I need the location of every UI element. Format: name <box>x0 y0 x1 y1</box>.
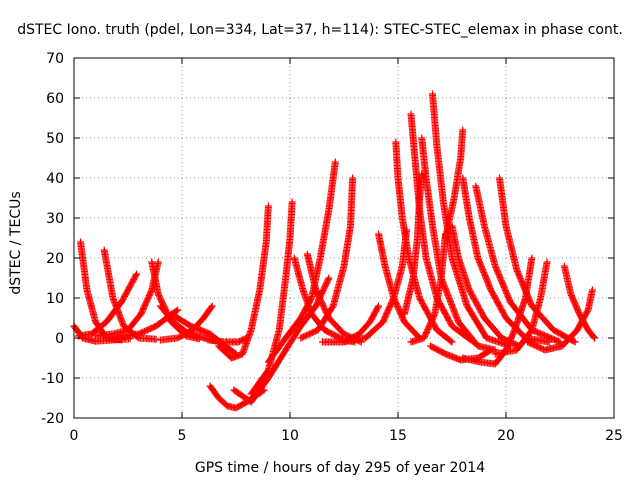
y-tick-label: 50 <box>46 131 64 147</box>
series-arc-13 <box>215 202 272 362</box>
x-tick-label: 25 <box>605 428 623 444</box>
data-point <box>288 198 296 206</box>
series-arc-09 <box>156 302 216 344</box>
y-tick-label: 40 <box>46 171 64 187</box>
series-arc-31 <box>448 222 523 350</box>
series-arc-36 <box>491 258 551 358</box>
data-point <box>448 338 456 346</box>
series-arc-38 <box>560 262 599 342</box>
data-point <box>588 286 596 294</box>
series-arc-25 <box>407 110 478 346</box>
data-point <box>487 346 495 354</box>
data-point <box>528 254 536 262</box>
data-point <box>571 338 579 346</box>
series-arc-11 <box>204 334 251 346</box>
series-arc-22 <box>375 230 424 342</box>
data-point <box>486 347 494 355</box>
data-point <box>133 270 141 278</box>
data-point <box>591 334 599 342</box>
data-point <box>324 275 332 283</box>
y-tick-label: 10 <box>46 291 64 307</box>
y-tick-label: 70 <box>46 51 64 67</box>
x-tick-label: 0 <box>70 428 79 444</box>
y-tick-label: 20 <box>46 251 64 267</box>
y-tick-label: -10 <box>41 371 64 387</box>
data-point <box>590 333 598 341</box>
x-tick-label: 20 <box>497 428 515 444</box>
x-tick-label: 5 <box>178 428 187 444</box>
series-arc-14 <box>230 274 333 406</box>
series-arc-05 <box>92 258 162 340</box>
plot-frame <box>73 57 615 419</box>
data-point <box>152 335 160 343</box>
data-point <box>126 335 134 343</box>
data-point <box>375 302 383 310</box>
data-point <box>459 126 467 134</box>
data-point <box>331 158 339 166</box>
data-point <box>208 302 216 310</box>
series-arc-17 <box>290 254 359 346</box>
axis-ticks: 0 5 10 15 20 25 -20 -10 0 10 20 30 40 50 60 70 <box>41 51 623 444</box>
data-point <box>172 307 180 315</box>
series-arc-30 <box>442 126 467 242</box>
y-tick-label: 30 <box>46 211 64 227</box>
data-point <box>349 174 357 182</box>
data-point <box>154 258 162 266</box>
series-arc-27 <box>418 134 499 354</box>
y-tick-label: -20 <box>41 411 64 427</box>
series-arc-35 <box>496 174 579 346</box>
y-tick-label: 60 <box>46 91 64 107</box>
series-arc-19 <box>297 174 357 342</box>
y-tick-label: 0 <box>55 331 64 347</box>
data-point <box>147 287 155 295</box>
x-tick-label: 10 <box>281 428 299 444</box>
series-arc-29 <box>426 342 495 364</box>
y-axis-label: dSTEC / TECUs <box>8 191 24 294</box>
data-point <box>325 274 333 282</box>
chart-title: dSTEC Iono. truth (pdel, Lon=334, Lat=37… <box>17 22 623 38</box>
grid <box>74 58 614 418</box>
plot-area <box>70 90 599 412</box>
data-point <box>174 306 182 314</box>
data-point <box>570 337 578 345</box>
x-tick-label: 15 <box>389 428 407 444</box>
series-arc-32 <box>459 174 553 346</box>
x-axis-label: GPS time / hours of day 295 of year 2014 <box>195 460 485 476</box>
data-point <box>447 337 455 345</box>
data-point <box>374 303 382 311</box>
data-point <box>543 258 551 266</box>
data-point <box>207 303 215 311</box>
data-point <box>132 271 140 279</box>
data-point <box>264 202 272 210</box>
data-point <box>430 311 438 319</box>
